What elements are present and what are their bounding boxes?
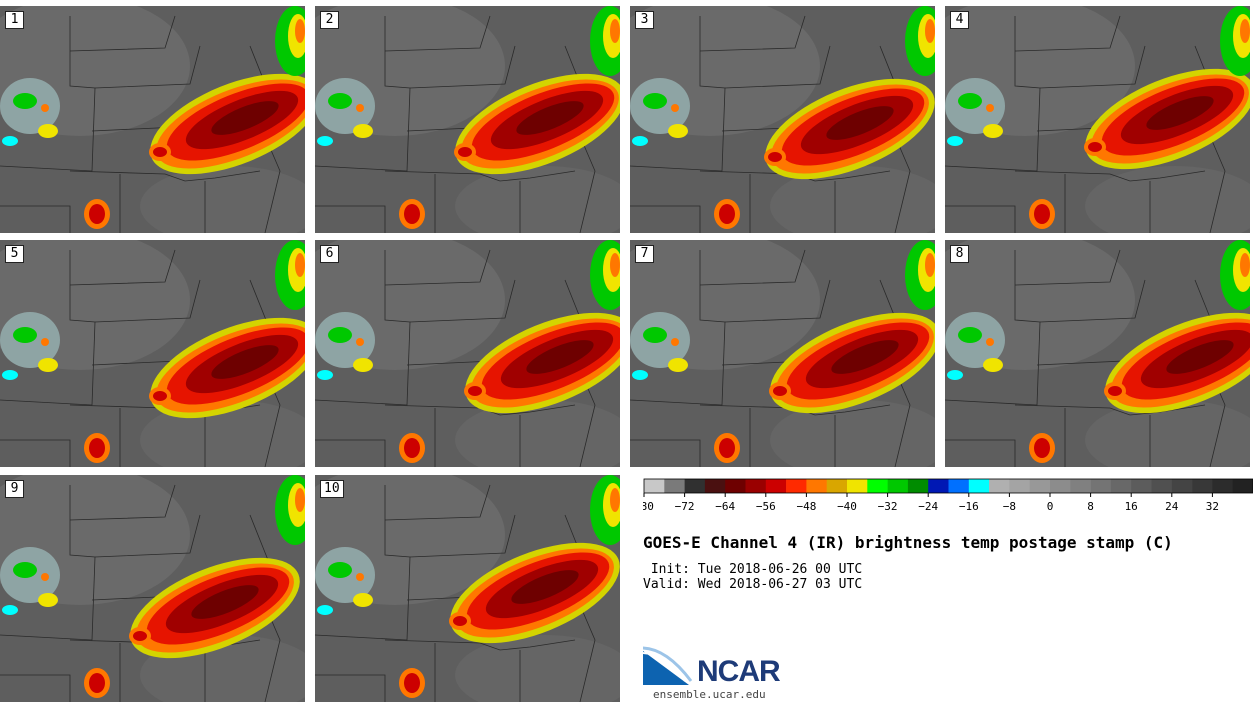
colorbar-segment xyxy=(786,479,807,493)
ncar-logo-icon xyxy=(643,646,693,685)
postage-stamp-panel: 4 xyxy=(945,6,1250,233)
colorbar-segment xyxy=(1131,479,1152,493)
colorbar-tick-label: 16 xyxy=(1125,500,1138,513)
colorbar-tick-label: 32 xyxy=(1206,500,1219,513)
colorbar-segment xyxy=(745,479,767,493)
colorbar-tick-label: −8 xyxy=(1003,500,1016,513)
ir-satellite-map xyxy=(0,475,305,702)
colorbar-segment xyxy=(644,479,665,493)
colorbar-segment xyxy=(1212,479,1233,493)
postage-stamp-panel: 2 xyxy=(315,6,620,233)
colorbar-tick-label: −64 xyxy=(715,500,735,513)
panel-label: 1 xyxy=(5,11,24,29)
colorbar-segment xyxy=(867,479,888,493)
colorbar-segment xyxy=(664,479,685,493)
site-url: ensemble.ucar.edu xyxy=(653,688,766,701)
logo-text: NCAR xyxy=(697,655,781,688)
ir-satellite-map xyxy=(630,6,935,233)
ir-satellite-map xyxy=(315,475,620,702)
colorbar-tick-label: −16 xyxy=(959,500,979,513)
colorbar-segment xyxy=(968,479,990,493)
ir-satellite-map xyxy=(0,240,305,467)
colorbar-segment xyxy=(928,479,949,493)
colorbar-segment xyxy=(1050,479,1071,493)
colorbar-segment xyxy=(1009,479,1030,493)
colorbar-tick-label: −24 xyxy=(918,500,938,513)
ir-satellite-map xyxy=(315,240,620,467)
panel-label: 9 xyxy=(5,480,24,498)
ir-satellite-map xyxy=(945,240,1250,467)
panel-label: 7 xyxy=(635,245,654,263)
colorbar-segment xyxy=(1090,479,1112,493)
colorbar-segment xyxy=(765,479,787,493)
colorbar-segment xyxy=(704,479,726,493)
colorbar-segment xyxy=(989,479,1010,493)
panel-label: 2 xyxy=(320,11,339,29)
colorbar-tick-label: −80 xyxy=(643,500,654,513)
ir-satellite-map xyxy=(0,6,305,233)
colorbar-tick-label: 0 xyxy=(1047,500,1054,513)
colorbar-tick-label: 8 xyxy=(1087,500,1094,513)
colorbar-tick-label: −32 xyxy=(878,500,898,513)
postage-stamp-panel: 5 xyxy=(0,240,305,467)
valid-time: Valid: Wed 2018-06-27 03 UTC xyxy=(643,577,863,592)
panel-label: 5 xyxy=(5,245,24,263)
ir-satellite-map xyxy=(315,6,620,233)
colorbar-segment xyxy=(1192,479,1213,493)
colorbar-segment xyxy=(1171,479,1193,493)
colorbar-segment xyxy=(907,479,929,493)
colorbar-segment xyxy=(1151,479,1173,493)
colorbar-segment xyxy=(1029,479,1051,493)
colorbar-segment xyxy=(948,479,970,493)
postage-stamp-panel: 6 xyxy=(315,240,620,467)
colorbar-tick-label: 24 xyxy=(1165,500,1179,513)
postage-stamp-panel: 3 xyxy=(630,6,935,233)
postage-stamp-panel: 7 xyxy=(630,240,935,467)
ir-satellite-map xyxy=(945,6,1250,233)
colorbar-segment xyxy=(1232,479,1253,493)
colorbar-segment xyxy=(887,479,909,493)
colorbar-segment xyxy=(725,479,746,493)
postage-stamp-panel: 8 xyxy=(945,240,1250,467)
colorbar-segment xyxy=(1070,479,1091,493)
postage-stamp-panel: 1 xyxy=(0,6,305,233)
ir-satellite-map xyxy=(630,240,935,467)
colorbar-tick-label: −48 xyxy=(796,500,816,513)
colorbar-tick-label: −72 xyxy=(675,500,695,513)
chart-title: GOES-E Channel 4 (IR) brightness temp po… xyxy=(643,533,1173,552)
panel-label: 6 xyxy=(320,245,339,263)
init-time: Init: Tue 2018-06-26 00 UTC xyxy=(643,562,863,577)
colorbar-segment xyxy=(847,479,868,493)
colorbar-tick-label: −40 xyxy=(837,500,857,513)
postage-stamp-panel: 9 xyxy=(0,475,305,702)
panel-label: 4 xyxy=(950,11,969,29)
colorbar-tick-label: −56 xyxy=(756,500,776,513)
panel-label: 10 xyxy=(320,480,344,498)
colorbar-segment xyxy=(826,479,848,493)
colorbar-segment xyxy=(806,479,827,493)
panel-label: 3 xyxy=(635,11,654,29)
postage-stamp-panel: 10 xyxy=(315,475,620,702)
panel-label: 8 xyxy=(950,245,969,263)
colorbar-segment xyxy=(684,479,706,493)
colorbar-segment xyxy=(1110,479,1132,493)
